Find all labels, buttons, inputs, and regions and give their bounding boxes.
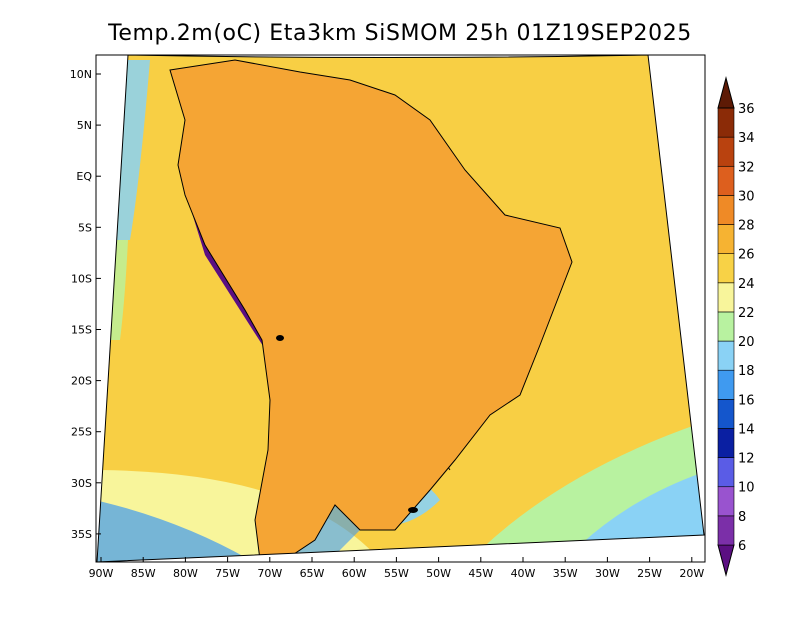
colorbar-segment xyxy=(717,195,735,225)
colorbar-segment xyxy=(717,311,735,342)
colorbar-level-label: 26 xyxy=(738,248,755,263)
axes-frame xyxy=(95,54,706,563)
temperature-colorbar: 6 8 10 12 14 16 18 20 22 24 26 28 30 32 34 36 xyxy=(717,76,755,577)
colorbar-segment xyxy=(717,107,735,138)
colorbar-level-label: 34 xyxy=(738,131,755,146)
lon-tick-label: 90W xyxy=(89,567,114,580)
lon-tick-label: 40W xyxy=(511,567,536,580)
lon-tick-label: 70W xyxy=(257,567,282,580)
lon-tick-label: 50W xyxy=(426,567,451,580)
lon-tick-label: 80W xyxy=(173,567,198,580)
lon-tick-label: 55W xyxy=(384,567,409,580)
lagoa-dos-patos xyxy=(408,507,418,513)
lon-tick-label: 20W xyxy=(679,567,704,580)
colorbar-level-label: 22 xyxy=(738,306,755,321)
colorbar-segment xyxy=(717,282,735,313)
lat-tick-label: 20S xyxy=(71,375,92,388)
map-title: Temp.2m(oC) Eta3km SiSMOM 25h 01Z19SEP20… xyxy=(107,21,692,46)
colorbar-level-label: 16 xyxy=(738,393,755,408)
colorbar-segment xyxy=(717,136,735,167)
colorbar-level-label: 30 xyxy=(738,189,755,204)
map-frame xyxy=(96,54,705,563)
lon-tick-label: 85W xyxy=(131,567,156,580)
colorbar-segment xyxy=(717,253,735,284)
latitude-axis: 10N 5N EQ 5S 10S 15S 20S 25S 30S 35S xyxy=(70,68,101,541)
lat-tick-label: 10N xyxy=(70,68,92,81)
lon-tick-label: 65W xyxy=(300,567,325,580)
map-panel xyxy=(97,55,704,562)
lat-tick-label: 35S xyxy=(71,528,92,541)
colorbar-level-label: 10 xyxy=(738,481,755,496)
colorbar-segment xyxy=(717,369,735,400)
lat-tick-label: 10S xyxy=(71,272,92,285)
colorbar-level-label: 8 xyxy=(738,510,746,525)
colorbar-level-label: 24 xyxy=(738,277,755,292)
lat-tick-label: 25S xyxy=(71,426,92,439)
lon-tick-label: 45W xyxy=(468,567,493,580)
colorbar-level-label: 6 xyxy=(738,539,746,554)
colorbar-level-label: 36 xyxy=(738,102,755,117)
lat-tick-label: 5N xyxy=(77,119,92,132)
colorbar-level-label: 32 xyxy=(738,160,755,175)
colorbar-high-arrow xyxy=(717,76,735,109)
lat-tick-label: 15S xyxy=(71,324,92,337)
colorbar-low-arrow xyxy=(717,544,735,577)
lon-tick-label: 60W xyxy=(342,567,367,580)
longitude-axis: 90W 85W 80W 75W 70W 65W 60W 55W 50W 45W 40W 35W 30W 2… xyxy=(89,557,704,580)
colorbar-segment xyxy=(717,340,735,371)
colorbar-segment xyxy=(717,486,735,517)
colorbar-segment xyxy=(717,224,735,254)
colorbar-segment xyxy=(717,428,735,458)
lat-tick-label: 5S xyxy=(78,221,92,234)
colorbar-level-label: 20 xyxy=(738,335,755,350)
colorbar-level-label: 14 xyxy=(738,422,755,437)
colorbar-level-label: 28 xyxy=(738,219,755,234)
pacific-south-cool xyxy=(97,500,250,562)
lon-tick-label: 75W xyxy=(215,567,240,580)
colorbar-segment xyxy=(717,165,735,196)
lon-tick-label: 30W xyxy=(595,567,620,580)
colorbar-segment xyxy=(717,457,735,488)
colorbar-segment xyxy=(717,399,735,429)
lat-tick-label: 30S xyxy=(71,477,92,490)
colorbar-level-label: 12 xyxy=(738,452,755,467)
lon-tick-label: 25W xyxy=(637,567,662,580)
colorbar-level-label: 18 xyxy=(738,364,755,379)
lake-titicaca xyxy=(276,335,284,341)
colorbar-segment xyxy=(717,515,735,546)
lat-tick-label: EQ xyxy=(76,170,92,183)
lon-tick-label: 35W xyxy=(553,567,578,580)
